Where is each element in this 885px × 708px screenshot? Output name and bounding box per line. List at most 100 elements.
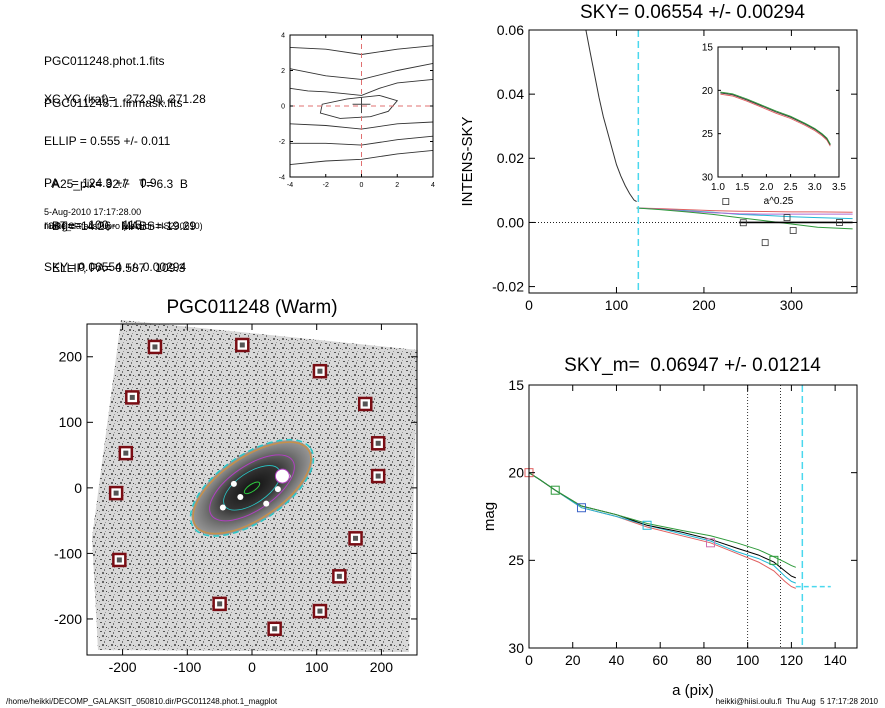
galaxy-image-title: PGC011248 (Warm) bbox=[166, 297, 338, 318]
sky-square bbox=[761, 239, 769, 247]
mag-marker bbox=[769, 555, 779, 565]
mag-xlabel: a (pix) bbox=[672, 682, 714, 699]
galaxy-body bbox=[191, 440, 313, 536]
sky-x-tick-label: 300 bbox=[780, 297, 804, 313]
contour-x-tick-label: 0 bbox=[360, 182, 364, 189]
masked-bright-star bbox=[274, 468, 290, 484]
star-marker-core bbox=[123, 450, 129, 456]
intensity-profile bbox=[585, 29, 637, 203]
timestamp: 5-Aug-2010 17:17:28.00 bbox=[44, 207, 142, 217]
mag-profile bbox=[528, 472, 796, 568]
mag-ylabel: mag bbox=[481, 502, 498, 531]
image-y-tick-label: 100 bbox=[59, 414, 83, 430]
inset-xlabel: a^0.25 bbox=[764, 196, 794, 207]
image-y-tick-label: 200 bbox=[59, 349, 83, 365]
masked-star bbox=[274, 486, 281, 493]
sky-y-tick-label: -0.02 bbox=[492, 278, 524, 294]
mag-x-tick-label: 60 bbox=[652, 652, 668, 668]
core-ellipse bbox=[243, 481, 261, 495]
mag-x-tick-label: 120 bbox=[780, 652, 804, 668]
image-y-tick-label: 0 bbox=[74, 480, 82, 496]
masked-star bbox=[230, 480, 237, 487]
sky-y-tick-label: 0.06 bbox=[497, 22, 524, 38]
mag-x-tick-label: 100 bbox=[736, 652, 760, 668]
star-marker-core bbox=[317, 608, 323, 614]
contour-panel: -4 -2 0 2 4 -4 -2 0 2 4 bbox=[279, 32, 435, 189]
star-marker-core bbox=[317, 368, 323, 374]
sky-ylabel: INTENS-SKY bbox=[459, 116, 476, 206]
image-x-tick-label: -100 bbox=[173, 659, 201, 675]
star-marker-core bbox=[336, 573, 342, 579]
contour-x-tick-label: -2 bbox=[323, 182, 329, 189]
dashed-ellipse bbox=[189, 438, 315, 537]
sky-y-tick-label: 0.04 bbox=[497, 86, 524, 102]
inset-y-tick-label: 20 bbox=[702, 86, 714, 97]
sky-panel: 0 100 200 300 -0.02 0.00 0.02 0.04 0.06 INTENS-SK… bbox=[459, 22, 858, 313]
sky-x-tick-label: 200 bbox=[692, 297, 716, 313]
star-marker-core bbox=[239, 342, 245, 348]
inset-x-tick-label: 2.5 bbox=[784, 182, 798, 193]
info-line: BT= 14.26 MABS=-19.29 bbox=[52, 219, 197, 233]
star-marker-core bbox=[116, 557, 122, 563]
star-marker-core bbox=[129, 394, 135, 400]
star-marker-core bbox=[353, 535, 359, 541]
mag-x-tick-label: 0 bbox=[525, 652, 533, 668]
image-x-tick-label: 100 bbox=[305, 659, 329, 675]
contour-line bbox=[289, 62, 434, 80]
sky-square bbox=[783, 214, 791, 222]
mag-y-tick-label: 20 bbox=[508, 465, 524, 481]
info-lines-top: PGC011248.phot.1.fits PGC011248.1.finmas… bbox=[44, 26, 183, 124]
sky-panel-title: SKY= 0.06554 +/- 0.00294 bbox=[579, 2, 805, 23]
mag-x-tick-label: 140 bbox=[823, 652, 847, 668]
mag-marker bbox=[642, 520, 652, 530]
mag-x-tick-label: 80 bbox=[696, 652, 712, 668]
sky-line bbox=[636, 207, 853, 230]
mag-axes bbox=[528, 384, 858, 649]
mag-x-tick-label: 40 bbox=[609, 652, 625, 668]
contour-x-tick-label: -4 bbox=[287, 182, 293, 189]
mag-panel: 0 20 40 60 80 100 120 140 15 20 25 30 a (pix) mag bbox=[481, 377, 858, 699]
inset-curve-green bbox=[720, 91, 831, 145]
info-line: PGC011248.phot.1.fits bbox=[44, 54, 165, 68]
inset-x-tick-label: 1.0 bbox=[711, 182, 725, 193]
mag-marker bbox=[705, 538, 715, 548]
sky-axes bbox=[528, 29, 858, 294]
image-x-tick-label: 200 bbox=[370, 659, 394, 675]
inset-x-tick-label: 2.0 bbox=[759, 182, 773, 193]
inset-y-tick-label: 25 bbox=[702, 129, 714, 140]
mag-profile bbox=[528, 472, 796, 579]
mag-marker bbox=[576, 503, 586, 513]
inset-curve-red bbox=[720, 93, 831, 147]
sky-square bbox=[836, 219, 843, 226]
inset-x-tick-label: 1.5 bbox=[735, 182, 749, 193]
info-line: PGC011248.1.finmask.fits bbox=[44, 96, 183, 110]
masked-star bbox=[263, 500, 270, 507]
inset-y-tick-label: 30 bbox=[702, 173, 714, 184]
contour-x-tick-label: 4 bbox=[431, 182, 435, 189]
contour-line bbox=[319, 94, 399, 119]
star-marker-core bbox=[375, 473, 381, 479]
star-marker-core bbox=[375, 440, 381, 446]
mag-profile bbox=[528, 472, 796, 589]
outer-ellipse bbox=[192, 441, 312, 535]
masked-star bbox=[237, 494, 244, 501]
sky-square bbox=[789, 227, 797, 234]
sky-square bbox=[739, 219, 747, 227]
info-line: PA = 124.3 +/- 0.9 bbox=[44, 176, 157, 190]
star-marker-core bbox=[152, 344, 158, 350]
sky-square bbox=[722, 198, 730, 205]
masked-star bbox=[219, 504, 226, 511]
inset-x-tick-label: 3.0 bbox=[808, 182, 822, 193]
image-y-tick-label: -200 bbox=[54, 611, 82, 627]
star-marker-core bbox=[272, 626, 278, 632]
info-line: ELLIP, PA= 0.587 109.3 bbox=[52, 261, 186, 275]
sky-x-tick-label: 100 bbox=[605, 297, 629, 313]
mag-panel-title: SKY_m= 0.06947 +/- 0.01214 bbox=[564, 355, 821, 376]
contour-x-tick-label: 2 bbox=[395, 182, 399, 189]
info-line: SKY= 0.06554 +/- 0.00294 bbox=[44, 260, 187, 274]
footer-user-date: heikki@hiisi.oulu.fi Thu Aug 5 17:17:28 … bbox=[715, 697, 878, 706]
mag-y-tick-label: 25 bbox=[508, 552, 524, 568]
image-x-tick-label: -200 bbox=[109, 659, 137, 675]
mag-y-tick-label: 15 bbox=[508, 377, 524, 393]
inset-x-tick-label: 3.5 bbox=[832, 182, 846, 193]
